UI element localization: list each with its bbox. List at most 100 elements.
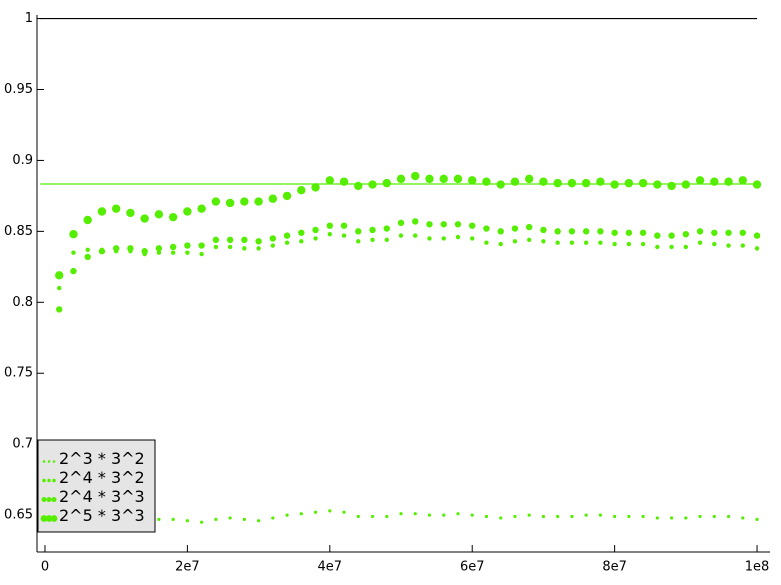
point xyxy=(84,253,91,261)
point xyxy=(540,226,547,234)
point xyxy=(510,177,520,186)
point xyxy=(70,267,77,275)
y-tick-label: 0.8 xyxy=(12,295,33,310)
point xyxy=(268,194,278,203)
point xyxy=(624,178,634,188)
point xyxy=(639,229,647,236)
point xyxy=(341,233,347,238)
legend: 2^3 * 3^22^4 * 3^22^4 * 3^32^5 * 3^3 xyxy=(37,439,156,533)
point xyxy=(711,229,718,236)
y-tick-label: 0.7 xyxy=(12,437,33,452)
point xyxy=(355,228,362,235)
point xyxy=(570,514,574,519)
point xyxy=(453,174,463,184)
point xyxy=(112,245,120,252)
point xyxy=(171,517,175,521)
x-tick-label: 6e7 xyxy=(460,560,485,575)
point xyxy=(399,512,403,516)
point xyxy=(413,233,418,238)
point xyxy=(227,244,233,250)
y-tick-label: 0.65 xyxy=(4,508,33,523)
point xyxy=(484,240,489,245)
point xyxy=(325,176,335,185)
point xyxy=(154,210,164,219)
legend-marker xyxy=(50,515,58,522)
point xyxy=(385,514,389,519)
point xyxy=(484,514,489,519)
point xyxy=(382,178,391,188)
point xyxy=(638,178,648,188)
point xyxy=(155,245,163,252)
point xyxy=(242,517,246,521)
point xyxy=(556,514,560,519)
point xyxy=(738,176,747,185)
legend-label: 2^3 * 3^2 xyxy=(59,449,145,468)
point xyxy=(413,512,417,516)
legend-marker xyxy=(45,515,53,522)
point xyxy=(327,231,333,237)
point xyxy=(553,178,562,188)
point xyxy=(396,174,406,184)
point xyxy=(169,243,177,251)
legend-marker xyxy=(41,496,47,503)
legend-marker xyxy=(42,478,46,483)
legend-label: 2^4 * 3^2 xyxy=(59,468,145,487)
point xyxy=(285,513,289,517)
point xyxy=(356,239,361,244)
legend-label: 2^5 * 3^3 xyxy=(59,506,145,525)
point xyxy=(326,222,334,229)
point xyxy=(682,230,690,238)
legend-marker xyxy=(52,460,56,463)
point xyxy=(683,244,689,250)
point xyxy=(655,516,659,520)
legend-box xyxy=(37,439,156,533)
point xyxy=(313,236,318,241)
point xyxy=(211,197,221,206)
point xyxy=(170,250,176,255)
point xyxy=(111,204,121,213)
point xyxy=(197,204,206,213)
point xyxy=(398,233,404,238)
point xyxy=(725,229,732,236)
point xyxy=(311,183,320,192)
point xyxy=(470,513,474,517)
point xyxy=(97,207,107,216)
point xyxy=(411,171,420,181)
point xyxy=(270,243,276,248)
point xyxy=(442,513,446,517)
point xyxy=(312,226,319,234)
point xyxy=(412,218,419,225)
legend-marker xyxy=(52,478,56,483)
point xyxy=(625,229,633,236)
point xyxy=(554,228,561,235)
point xyxy=(613,514,617,519)
point xyxy=(583,240,589,245)
point xyxy=(328,509,332,513)
point xyxy=(370,514,375,519)
point xyxy=(684,516,688,520)
point xyxy=(384,237,389,243)
point xyxy=(539,177,548,186)
point xyxy=(569,240,575,245)
legend-marker xyxy=(40,515,48,522)
point xyxy=(754,246,760,251)
y-tick-label: 1 xyxy=(25,11,33,26)
point xyxy=(610,180,619,189)
point xyxy=(741,516,745,520)
point xyxy=(183,207,192,216)
point xyxy=(527,513,531,517)
point xyxy=(427,236,432,241)
point xyxy=(85,247,90,253)
point xyxy=(269,235,277,242)
point xyxy=(724,177,733,186)
point xyxy=(526,237,532,243)
point xyxy=(71,250,76,255)
point xyxy=(83,215,92,225)
point xyxy=(255,238,262,245)
point xyxy=(368,180,377,189)
y-tick-label: 0.85 xyxy=(4,224,33,239)
point xyxy=(454,221,462,228)
point xyxy=(525,223,533,231)
point xyxy=(426,221,433,228)
point xyxy=(667,181,676,191)
